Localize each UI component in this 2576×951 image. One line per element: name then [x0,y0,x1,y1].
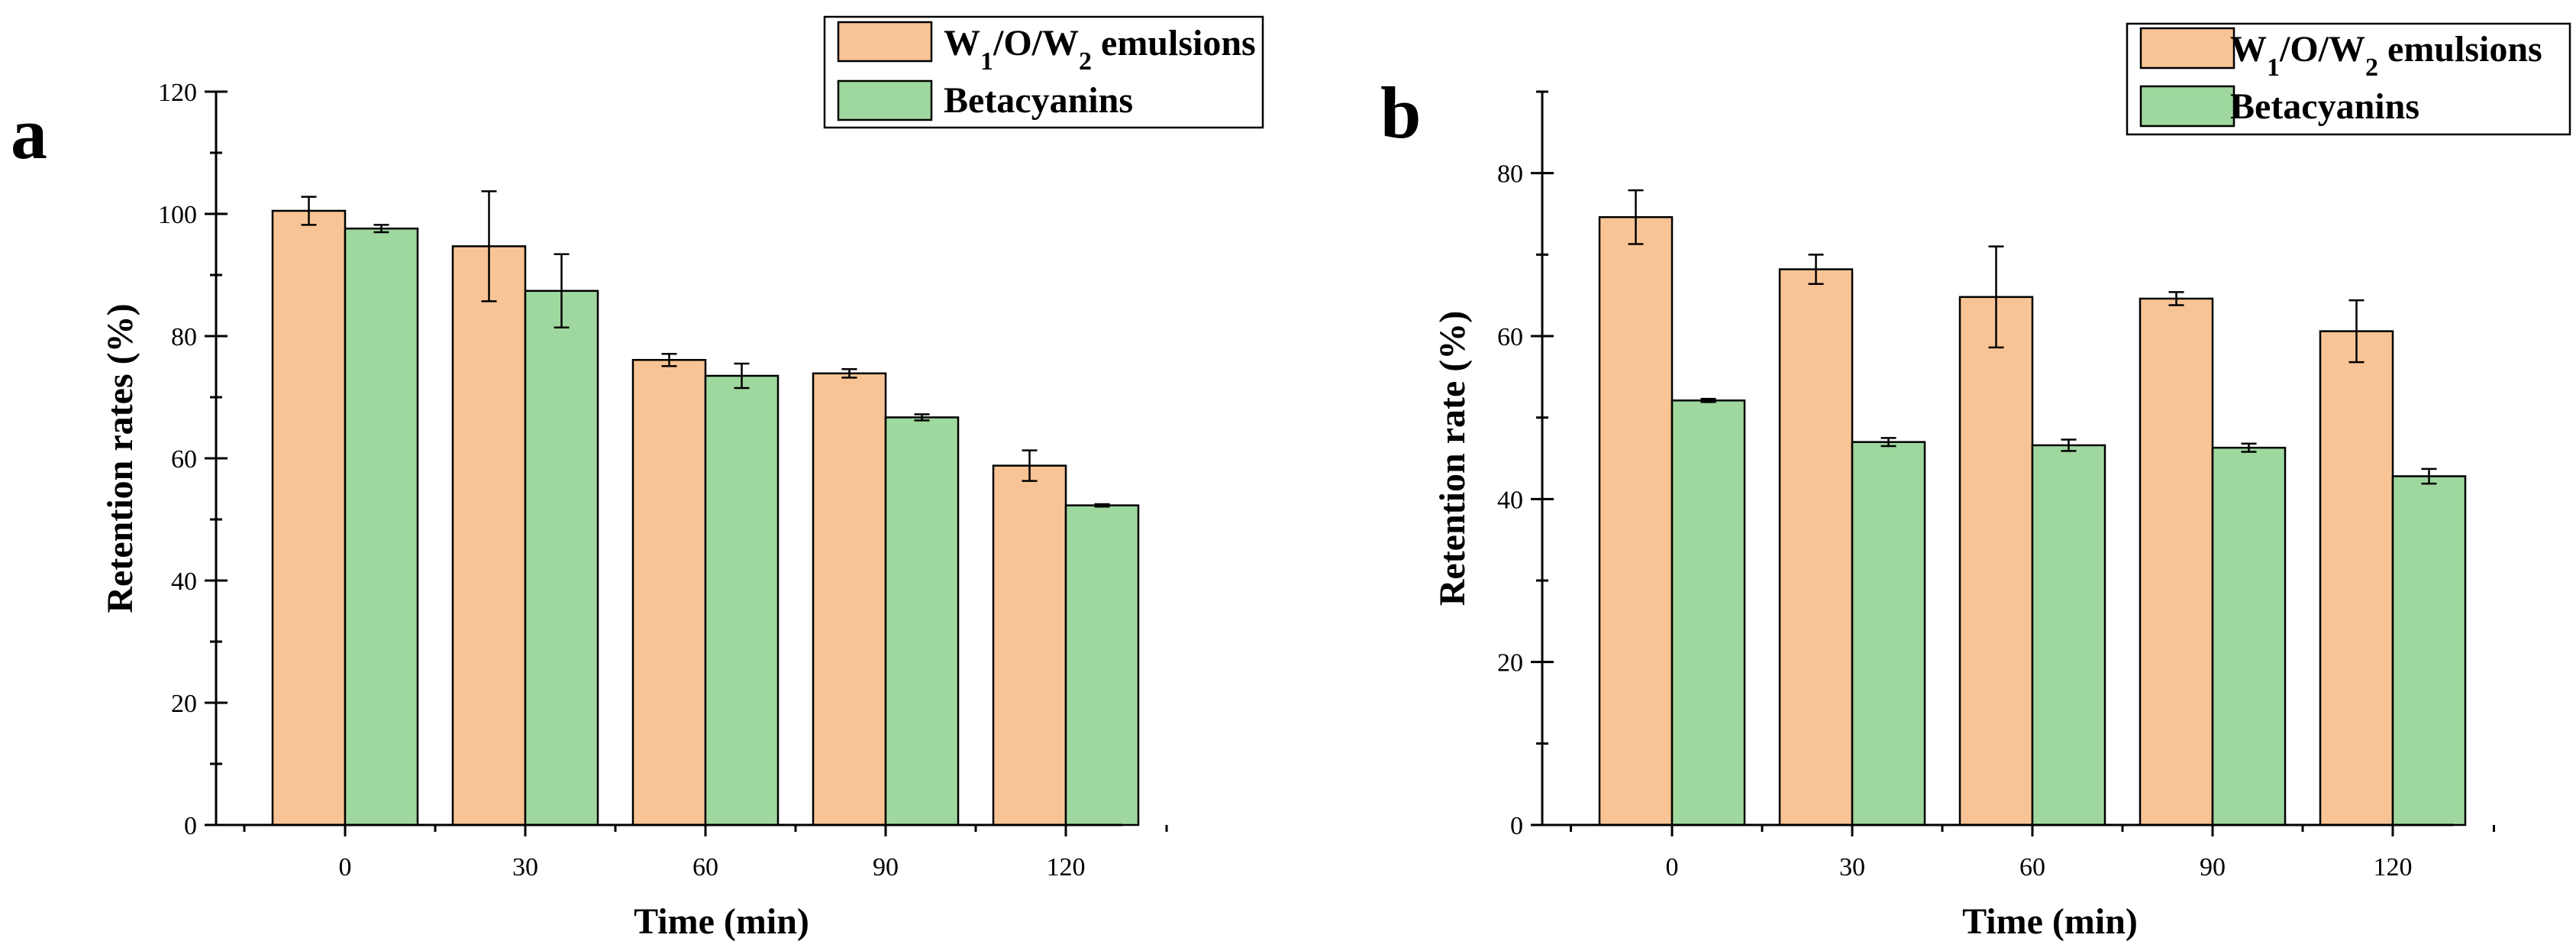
bar-betacyanins-90-a [884,416,960,826]
error-bar-betacyanins-30-b [1880,437,1896,448]
x-axis-title-b: Time (min) [1962,901,2138,942]
error-bar-w1-o-w2-emulsions-60-b [1988,245,2004,349]
bar-w1-o-w2-emulsions-90-a [812,372,887,826]
panel-label-a: a [11,92,47,174]
y-tick-label-b: 20 [1497,649,1523,678]
error-bar-w1-o-w2-emulsions-60-a [661,352,677,367]
y-tick-label-b: 80 [1497,160,1523,189]
bar-betacyanins-30-a [524,290,599,826]
x-tick-label-b: 90 [2200,853,2226,881]
x-tick-label-b: 0 [1666,853,1679,881]
bar-betacyanins-60-b [2031,444,2106,826]
error-bar-betacyanins-120-b [2421,467,2437,485]
x-tick-label-a: 90 [873,853,899,881]
bar-betacyanins-90-b [2211,446,2287,826]
legend-swatch-betacyanins-a [837,79,933,121]
y-tick-label-a: 120 [158,79,197,107]
x-tick-label-b: 120 [2374,853,2413,881]
bar-w1-o-w2-emulsions-0-b [1598,216,1674,826]
error-bar-betacyanins-0-a [373,224,389,234]
error-bar-betacyanins-60-a [734,362,750,390]
bar-w1-o-w2-emulsions-0-a [271,209,347,826]
y-tick-label-a: 0 [184,812,197,840]
bar-betacyanins-30-b [1851,441,1926,826]
x-ticks-a: 0 30 60 90 120 [243,825,1168,881]
error-bar-w1-o-w2-emulsions-90-b [2168,291,2184,306]
legend-label-emulsions-b: W1/O/W2 emulsions [2230,29,2542,82]
error-bar-w1-o-w2-emulsions-0-a [301,196,317,226]
bar-betacyanins-60-a [704,374,780,826]
legend-label-betacyanins-a: Betacyanins [944,80,1133,121]
y-axis-title-b: Retention rate (%) [1432,311,1473,607]
error-bar-betacyanins-60-b [2061,438,2077,452]
error-bar-w1-o-w2-emulsions-120-a [1022,449,1038,482]
error-bar-betacyanins-30-a [554,253,570,329]
bar-betacyanins-0-a [344,227,419,826]
error-bar-betacyanins-90-a [914,413,930,422]
bar-w1-o-w2-emulsions-60-b [1958,296,2034,826]
bar-w1-o-w2-emulsions-120-b [2319,330,2394,826]
chart-panel-b: b 0 20 40 60 80 0 30 60 90 120 Time (min) Retent… [1380,22,2571,942]
y-tick-label-a: 20 [171,690,197,718]
bar-w1-o-w2-emulsions-30-a [451,245,527,826]
bars-group-b [1598,189,2467,826]
legend-swatch-emulsions-b [2139,27,2235,70]
bar-w1-o-w2-emulsions-90-b [2139,297,2214,826]
error-bar-betacyanins-90-b [2241,442,2257,453]
y-tick-label-a: 100 [158,201,197,229]
bar-betacyanins-120-b [2391,475,2467,826]
y-ticks-a: 0 20 40 60 80 100 120 [158,79,228,840]
x-tick-label-b: 30 [1839,853,1865,881]
y-tick-label-a: 40 [171,568,197,596]
y-tick-label-a: 80 [171,323,197,351]
x-tick-label-a: 0 [339,853,352,881]
x-tick-label-b: 60 [2019,853,2045,881]
y-tick-label-b: 0 [1510,812,1523,840]
legend-a: W1/O/W2 emulsions Betacyanins [823,15,1264,129]
y-ticks-b: 0 20 40 60 80 [1497,90,1554,840]
legend-swatch-emulsions-a [837,21,933,63]
bar-w1-o-w2-emulsions-120-a [992,464,1067,826]
bars-group-a [271,190,1140,826]
error-bar-w1-o-w2-emulsions-0-b [1628,189,1644,245]
legend-label-emulsions-a: W1/O/W2 emulsions [944,23,1256,76]
y-tick-label-a: 60 [171,445,197,474]
error-bar-w1-o-w2-emulsions-120-b [2348,299,2365,364]
bar-betacyanins-120-a [1064,504,1140,826]
x-tick-label-a: 30 [512,853,538,881]
error-bar-betacyanins-120-a [1094,503,1110,508]
x-tick-label-a: 60 [692,853,718,881]
error-bar-betacyanins-0-b [1700,397,1716,403]
panel-label-b: b [1380,72,1421,154]
legend-b: W1/O/W2 emulsions Betacyanins [2126,22,2571,136]
error-bar-w1-o-w2-emulsions-30-b [1808,254,1824,285]
y-axis-title-a: Retention rates (%) [100,303,140,613]
legend-label-betacyanins-b: Betacyanins [2230,86,2419,127]
error-bar-w1-o-w2-emulsions-90-a [841,367,857,379]
y-tick-label-b: 40 [1497,486,1523,514]
bar-betacyanins-0-b [1671,399,1746,826]
error-bar-w1-o-w2-emulsions-30-a [481,190,497,302]
legend-swatch-betacyanins-b [2139,85,2235,128]
y-tick-label-b: 60 [1497,323,1523,351]
x-axis-title-a: Time (min) [634,901,809,942]
x-tick-label-a: 120 [1047,853,1086,881]
bar-w1-o-w2-emulsions-30-b [1778,268,1854,826]
x-ticks-b: 0 30 60 90 120 [1570,825,2495,881]
bar-w1-o-w2-emulsions-60-a [631,358,707,826]
